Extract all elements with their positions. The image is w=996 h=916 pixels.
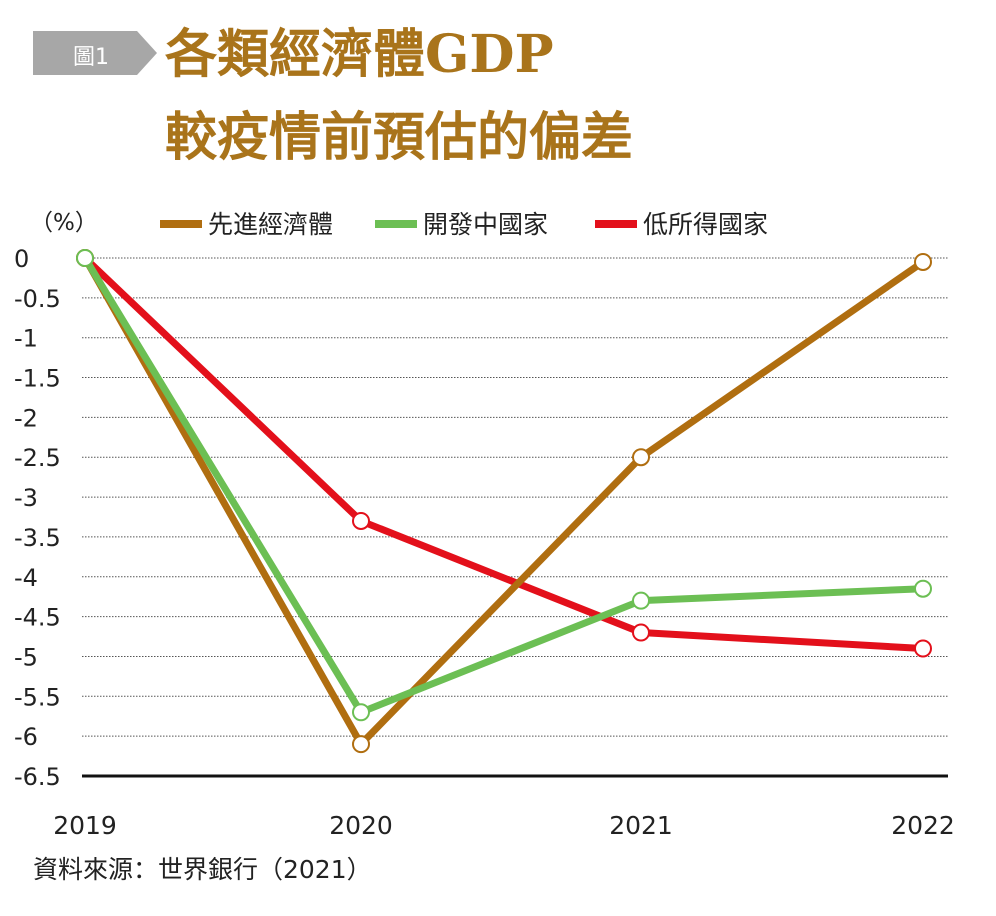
y-tick-label: -2 bbox=[14, 404, 38, 432]
y-tick-label: -2.5 bbox=[14, 444, 61, 472]
data-point-low_income bbox=[914, 639, 932, 658]
y-tick-label: -4 bbox=[14, 564, 38, 592]
data-point-developing bbox=[352, 703, 370, 722]
data-point-low_income bbox=[632, 623, 650, 642]
y-tick-label: 0 bbox=[14, 245, 29, 273]
data-point-advanced bbox=[914, 252, 932, 271]
x-tick-label: 2020 bbox=[329, 811, 393, 840]
series-line-low_income bbox=[81, 254, 927, 652]
y-tick-label: -6 bbox=[14, 723, 38, 751]
legend-label-advanced: 先進經濟體 bbox=[208, 210, 333, 239]
y-tick-label: -0.5 bbox=[14, 285, 61, 313]
data-point-advanced bbox=[632, 448, 650, 467]
legend-label-developing: 開發中國家 bbox=[423, 210, 548, 239]
data-point-developing bbox=[632, 591, 650, 610]
y-tick-label: -3 bbox=[14, 484, 38, 512]
badge-arrow-shape bbox=[33, 31, 157, 75]
source-note: 資料來源：世界銀行（2021） bbox=[33, 855, 372, 884]
series-line-developing bbox=[81, 254, 927, 716]
y-tick-label: -1 bbox=[14, 325, 38, 353]
data-point-low_income bbox=[352, 511, 370, 530]
figure-badge: 圖1 bbox=[33, 31, 157, 75]
x-tick-label: 2022 bbox=[891, 811, 955, 840]
x-tick-label: 2021 bbox=[609, 811, 673, 840]
chart-title-line2: 較疫情前預估的偏差 bbox=[165, 107, 634, 168]
y-tick-label: -3.5 bbox=[14, 524, 61, 552]
series-line-advanced bbox=[81, 254, 927, 748]
legend-label-low_income: 低所得國家 bbox=[643, 210, 768, 239]
data-point-developing bbox=[76, 249, 94, 267]
y-tick-label: -6.5 bbox=[14, 763, 61, 791]
chart-title-line1: 各類經濟體GDP bbox=[165, 24, 554, 85]
y-tick-label: -1.5 bbox=[14, 365, 61, 393]
y-tick-label: -5 bbox=[14, 643, 38, 671]
data-point-advanced bbox=[352, 735, 370, 754]
y-tick-label: -5.5 bbox=[14, 683, 61, 711]
badge-label: 圖1 bbox=[73, 45, 109, 70]
y-axis-unit-label: （%） bbox=[30, 210, 98, 236]
x-tick-label: 2019 bbox=[53, 811, 117, 840]
data-point-developing bbox=[914, 579, 932, 598]
y-tick-label: -4.5 bbox=[14, 604, 61, 632]
